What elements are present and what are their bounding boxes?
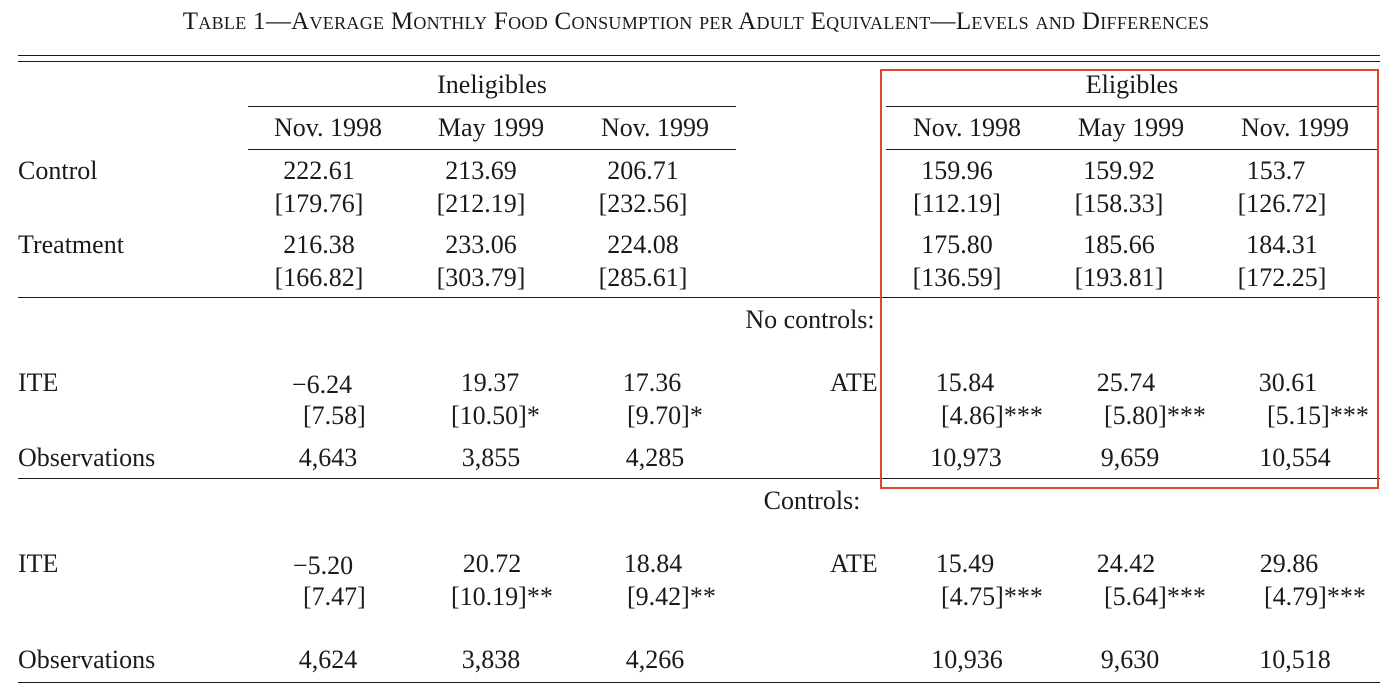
- cell-obs-c-elig-3: 10,518: [1259, 645, 1331, 674]
- row-label-observations-nc: Observations: [18, 443, 156, 472]
- cell-obs-nc-inel-1: 4,643: [298, 443, 358, 472]
- cell-ite-nc-1: −6.24: [291, 370, 353, 399]
- cell-ate-se-nc-1: [4.86]***: [941, 401, 1043, 430]
- cell-ate-nc-1: 15.84: [935, 368, 995, 397]
- eligibles-underline: [886, 106, 1378, 107]
- cell-obs-c-inel-3: 4,266: [625, 645, 685, 674]
- cell-control-inel-sd-3: [232.56]: [598, 189, 688, 218]
- cell-treatment-inel-1: 216.38: [283, 230, 355, 259]
- cell-ate-c-3: 29.86: [1259, 549, 1319, 578]
- col-header-underline-elig: [886, 149, 1378, 150]
- cell-ate-se-c-2: [5.64]***: [1104, 582, 1206, 611]
- row-label-observations-c: Observations: [18, 645, 156, 674]
- cell-ite-nc-2: 19.37: [460, 368, 520, 397]
- cell-ate-c-1: 15.49: [935, 549, 995, 578]
- col-header-elig-nov1998: Nov. 1998: [912, 113, 1022, 142]
- cell-obs-nc-inel-2: 3,855: [461, 443, 521, 472]
- row-label-ate-nc: ATE: [830, 368, 878, 397]
- cell-obs-c-inel-2: 3,838: [461, 645, 521, 674]
- cell-treatment-elig-sd-2: [193.81]: [1074, 263, 1164, 292]
- cell-ate-nc-3: 30.61: [1258, 368, 1318, 397]
- row-label-ite-nc: ITE: [18, 368, 59, 397]
- cell-control-inel-2: 213.69: [445, 156, 517, 185]
- cell-ate-se-nc-2: [5.80]***: [1104, 401, 1206, 430]
- row-label-control: Control: [18, 156, 98, 185]
- cell-obs-c-elig-1: 10,936: [931, 645, 1003, 674]
- cell-ate-c-2: 24.42: [1096, 549, 1156, 578]
- cell-control-inel-sd-2: [212.19]: [436, 189, 526, 218]
- cell-control-inel-3: 206.71: [607, 156, 679, 185]
- cell-control-elig-2: 159.92: [1083, 156, 1155, 185]
- cell-treatment-elig-sd-3: [172.25]: [1237, 263, 1327, 292]
- cell-control-elig-1: 159.96: [921, 156, 993, 185]
- col-header-elig-may1999: May 1999: [1077, 113, 1185, 142]
- section-rule-1: [18, 297, 1380, 298]
- cell-treatment-inel-sd-1: [166.82]: [274, 263, 364, 292]
- cell-treatment-elig-2: 185.66: [1083, 230, 1155, 259]
- bottom-rule: [18, 682, 1380, 683]
- cell-obs-nc-inel-3: 4,285: [625, 443, 685, 472]
- col-header-inel-nov1998: Nov. 1998: [273, 113, 383, 142]
- cell-control-elig-sd-2: [158.33]: [1074, 189, 1164, 218]
- col-header-underline-inel: [248, 149, 736, 150]
- cell-treatment-elig-3: 184.31: [1246, 230, 1318, 259]
- cell-ite-c-1: −5.20: [292, 551, 354, 580]
- cell-ate-se-c-1: [4.75]***: [941, 582, 1043, 611]
- section-heading-controls: Controls:: [763, 486, 861, 515]
- cell-ite-c-2: 20.72: [462, 549, 522, 578]
- col-header-elig-nov1999: Nov. 1999: [1240, 113, 1350, 142]
- cell-ite-c-3: 18.84: [623, 549, 683, 578]
- row-label-ate-c: ATE: [830, 549, 878, 578]
- row-label-ite-c: ITE: [18, 549, 59, 578]
- cell-control-inel-1: 222.61: [283, 156, 355, 185]
- row-label-treatment: Treatment: [18, 230, 124, 259]
- top-rule: [18, 55, 1380, 56]
- group-header-ineligibles: Ineligibles: [437, 70, 547, 99]
- cell-ite-nc-3: 17.36: [622, 368, 682, 397]
- cell-treatment-inel-2: 233.06: [445, 230, 517, 259]
- cell-ate-se-c-3: [4.79]***: [1264, 582, 1366, 611]
- ineligibles-underline: [248, 106, 736, 107]
- col-header-inel-may1999: May 1999: [437, 113, 545, 142]
- cell-ate-se-nc-3: [5.15]***: [1267, 401, 1369, 430]
- section-rule-2: [18, 478, 1380, 479]
- cell-treatment-elig-1: 175.80: [921, 230, 993, 259]
- cell-obs-nc-elig-1: 10,973: [930, 443, 1002, 472]
- cell-control-inel-sd-1: [179.76]: [274, 189, 364, 218]
- cell-obs-nc-elig-3: 10,554: [1259, 443, 1331, 472]
- cell-ite-se-c-1: [7.47]: [303, 582, 366, 611]
- cell-treatment-inel-3: 224.08: [607, 230, 679, 259]
- table-title: Table 1—Average Monthly Food Consumption…: [182, 8, 1210, 35]
- cell-ate-nc-2: 25.74: [1096, 368, 1156, 397]
- cell-ite-se-c-3: [9.42]**: [627, 582, 716, 611]
- cell-ite-se-nc-1: [7.58]: [303, 401, 366, 430]
- cell-ite-se-nc-2: [10.50]*: [451, 401, 540, 430]
- cell-ite-se-nc-3: [9.70]*: [627, 401, 703, 430]
- cell-control-elig-3: 153.7: [1246, 156, 1306, 185]
- cell-control-elig-sd-1: [112.19]: [913, 189, 1001, 218]
- cell-obs-c-elig-2: 9,630: [1100, 645, 1160, 674]
- col-header-inel-nov1999: Nov. 1999: [600, 113, 710, 142]
- cell-treatment-inel-sd-2: [303.79]: [436, 263, 526, 292]
- cell-treatment-elig-sd-1: [136.59]: [912, 263, 1002, 292]
- cell-control-elig-sd-3: [126.72]: [1237, 189, 1327, 218]
- group-header-eligibles: Eligibles: [1085, 70, 1179, 99]
- cell-treatment-inel-sd-3: [285.61]: [598, 263, 688, 292]
- cell-obs-nc-elig-2: 9,659: [1100, 443, 1160, 472]
- top-rule-2: [18, 61, 1380, 62]
- cell-ite-se-c-2: [10.19]**: [451, 582, 553, 611]
- eligibles-highlight-box: [880, 69, 1379, 489]
- section-heading-no-controls: No controls:: [745, 305, 875, 334]
- cell-obs-c-inel-1: 4,624: [298, 645, 358, 674]
